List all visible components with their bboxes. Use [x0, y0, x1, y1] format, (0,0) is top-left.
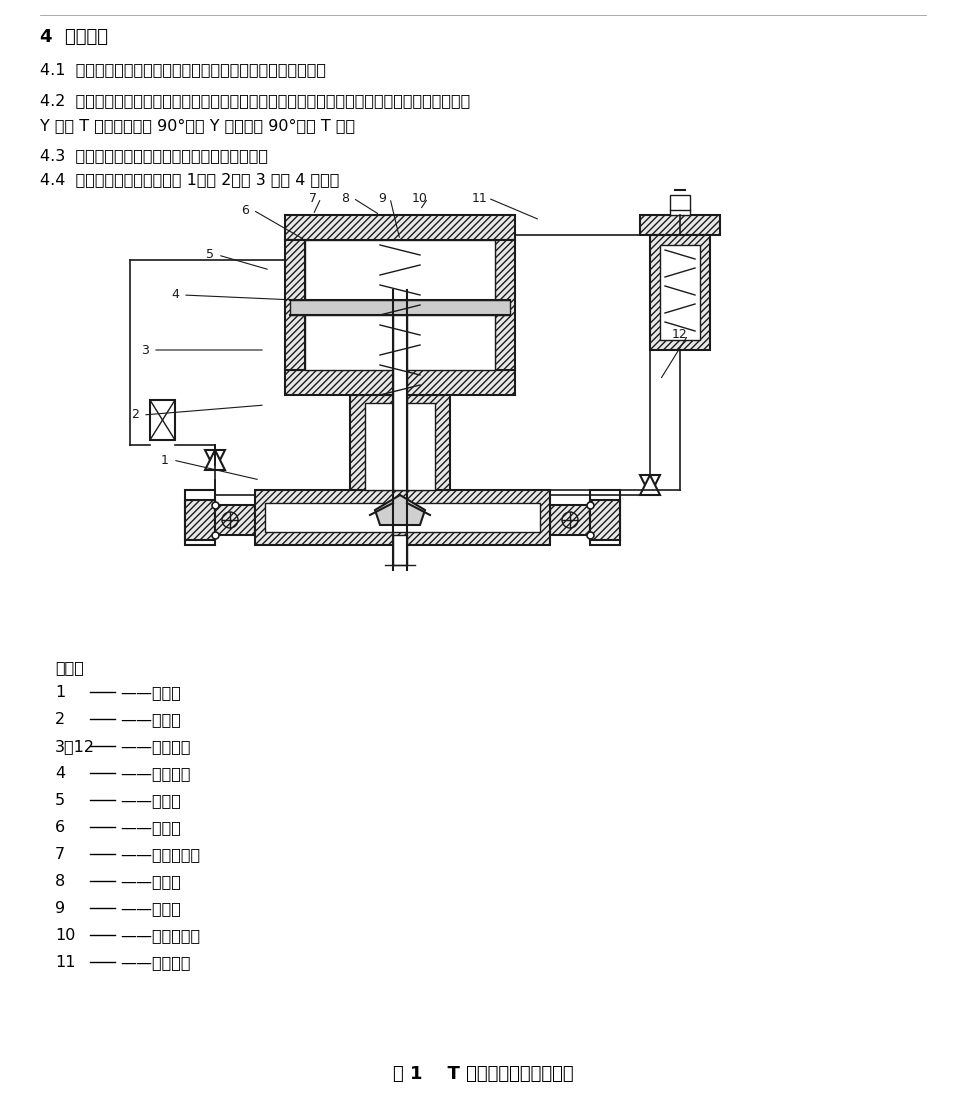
Text: 4  结构型式: 4 结构型式 [40, 28, 108, 46]
Text: 11: 11 [55, 955, 75, 970]
Polygon shape [285, 215, 515, 240]
Polygon shape [375, 495, 425, 525]
Polygon shape [205, 450, 225, 470]
Text: 4.4  减压阀基本结构型式如图 1、图 2、图 3 和图 4 所示。: 4.4 减压阀基本结构型式如图 1、图 2、图 3 和图 4 所示。 [40, 172, 339, 187]
Text: ——过滤器；: ——过滤器； [120, 766, 190, 781]
Polygon shape [205, 450, 225, 470]
Text: 2: 2 [131, 409, 139, 422]
Polygon shape [393, 535, 407, 566]
Text: 2: 2 [55, 712, 65, 727]
Text: 4: 4 [171, 288, 179, 301]
Text: ——控制管路；: ——控制管路； [120, 928, 200, 943]
Polygon shape [590, 500, 620, 540]
Text: 1: 1 [161, 454, 169, 467]
Polygon shape [640, 475, 660, 495]
Text: Y 型和 T 型。夹角小于 90°的为 Y 型，等于 90°的为 T 型。: Y 型和 T 型。夹角小于 90°的为 Y 型，等于 90°的为 T 型。 [40, 118, 355, 133]
Text: 图 1    T 型膜片驱动减压稳压阀: 图 1 T 型膜片驱动减压稳压阀 [393, 1065, 573, 1083]
Text: 4.2  减压阀启闭件与阀座密封可分为软密封和硬密封。按启闭件运动方向与阀体中心线夹角可分为: 4.2 减压阀启闭件与阀座密封可分为软密封和硬密封。按启闭件运动方向与阀体中心线… [40, 93, 470, 109]
Text: 3、12: 3、12 [55, 739, 95, 754]
Text: ——弹簧；: ——弹簧； [120, 901, 181, 916]
Text: ——膜片；: ——膜片； [120, 874, 181, 889]
Text: 10: 10 [55, 928, 75, 943]
Text: 9: 9 [378, 192, 386, 205]
Polygon shape [185, 500, 215, 540]
Polygon shape [650, 235, 710, 350]
Text: 5: 5 [55, 794, 65, 808]
Polygon shape [393, 315, 407, 490]
Text: 4.3  减压阀驱动形式可分为膜片驱动和活塞驱动。: 4.3 减压阀驱动形式可分为膜片驱动和活塞驱动。 [40, 148, 268, 163]
Polygon shape [285, 370, 515, 395]
Text: ——阀瓣；: ——阀瓣； [120, 794, 181, 808]
Polygon shape [215, 505, 255, 535]
Text: 11: 11 [472, 192, 488, 205]
Text: 3: 3 [141, 343, 149, 356]
Polygon shape [285, 240, 305, 370]
Polygon shape [365, 403, 435, 490]
Text: 8: 8 [341, 192, 349, 205]
Polygon shape [660, 246, 700, 340]
Text: 7: 7 [309, 192, 317, 205]
Text: ——阀杆；: ——阀杆； [120, 820, 181, 835]
Polygon shape [640, 475, 660, 495]
Polygon shape [495, 240, 515, 370]
Text: 12: 12 [672, 329, 688, 342]
Polygon shape [290, 300, 510, 315]
Text: ——调节阀；: ——调节阀； [120, 739, 190, 754]
Polygon shape [350, 395, 450, 490]
Text: 10: 10 [412, 192, 428, 205]
Text: 6: 6 [55, 820, 65, 835]
Polygon shape [255, 490, 550, 545]
Polygon shape [640, 215, 720, 235]
Text: 4: 4 [55, 766, 65, 781]
Text: 1: 1 [55, 685, 66, 700]
Text: 4.1  减压阀主要由主阀、先导阀、针阀和控制管路等部件组成。: 4.1 减压阀主要由主阀、先导阀、针阀和控制管路等部件组成。 [40, 62, 326, 77]
Text: ——膜片腔盖；: ——膜片腔盖； [120, 847, 200, 861]
Text: ——先导阀。: ——先导阀。 [120, 955, 190, 970]
Text: ——阀体；: ——阀体； [120, 685, 181, 700]
Polygon shape [550, 505, 590, 535]
Polygon shape [305, 240, 495, 370]
Polygon shape [670, 195, 690, 215]
Polygon shape [265, 503, 540, 532]
Text: 5: 5 [206, 249, 214, 262]
Text: 9: 9 [55, 901, 65, 916]
Text: 7: 7 [55, 847, 65, 861]
Text: 6: 6 [242, 204, 249, 217]
Text: 说明：: 说明： [55, 660, 84, 675]
Text: ——阀座；: ——阀座； [120, 712, 181, 727]
Text: 8: 8 [55, 874, 66, 889]
